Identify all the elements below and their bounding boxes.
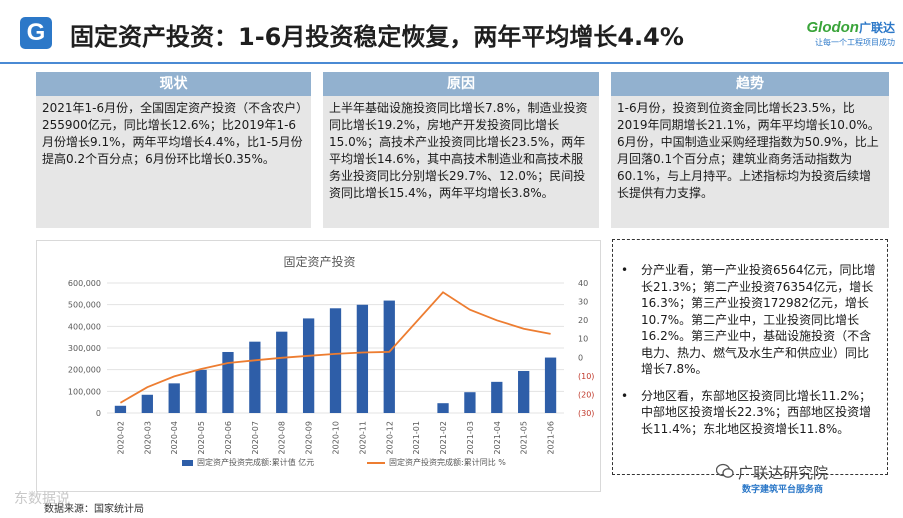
data-source: 数据来源：国家统计局 bbox=[44, 504, 144, 515]
bar bbox=[276, 331, 288, 413]
wechat-icon bbox=[716, 463, 734, 478]
y-right-tick-label: (10) bbox=[578, 372, 594, 381]
x-tick-label: 2020-04 bbox=[170, 421, 179, 454]
glodon-logo-icon: G bbox=[20, 17, 52, 49]
y-left-tick-label: 600,000 bbox=[68, 279, 101, 288]
y-right-tick-label: 10 bbox=[578, 335, 588, 344]
legend-line-label: 固定资产投资完成额:累计同比 % bbox=[389, 458, 506, 467]
watermark-sub: 数字建筑平台服务商 bbox=[742, 485, 824, 495]
bar bbox=[114, 405, 127, 413]
y-left-tick-label: 200,000 bbox=[68, 366, 101, 375]
detail-box: • 分产业看，第一产业投资6564亿元，同比增长21.3%；第二产业投资76354… bbox=[612, 239, 888, 475]
bullet-industry: • 分产业看，第一产业投资6564亿元，同比增长21.3%；第二产业投资76354… bbox=[621, 262, 877, 378]
legend-bar-swatch bbox=[182, 459, 193, 466]
bar bbox=[168, 383, 180, 413]
line-series bbox=[119, 291, 551, 404]
page-title: 固定资产投资：1-6月投资稳定恢复，两年平均增长4.4% bbox=[70, 23, 684, 51]
bar bbox=[141, 394, 153, 413]
x-tick-label: 2021-06 bbox=[547, 421, 556, 454]
column-trend: 趋势 1-6月份，投资到位资金同比增长23.5%，比2019年同期增长21.1%… bbox=[611, 72, 889, 228]
y-left-tick-label: 500,000 bbox=[68, 301, 101, 310]
x-tick-label: 2020-06 bbox=[224, 421, 233, 454]
y-left-tick-label: 400,000 bbox=[68, 322, 101, 331]
chart-title: 固定资产投资 bbox=[283, 255, 356, 269]
y-right-tick-label: (30) bbox=[578, 409, 594, 418]
column-reason-title: 原因 bbox=[323, 72, 599, 96]
bullet-region: • 分地区看，东部地区投资同比增长11.2%；中部地区投资增长22.3%；西部地区… bbox=[621, 388, 877, 438]
bullet-region-text: 分地区看，东部地区投资同比增长11.2%；中部地区投资增长22.3%；西部地区投… bbox=[641, 388, 872, 436]
bullet-dot: • bbox=[621, 388, 629, 403]
x-tick-label: 2021-05 bbox=[520, 421, 529, 454]
watermark-main: 广联达研究院 bbox=[738, 464, 829, 482]
column-status-title: 现状 bbox=[36, 72, 311, 96]
y-right-tick-label: 30 bbox=[578, 298, 588, 307]
y-right-tick-label: 0 bbox=[578, 353, 583, 362]
column-trend-text: 1-6月份，投资到位资金同比增长23.5%，比2019年同期增长21.1%，两年… bbox=[611, 96, 889, 228]
bar bbox=[437, 403, 449, 413]
bar bbox=[518, 370, 530, 413]
y-right-tick-label: 40 bbox=[578, 279, 588, 288]
bar bbox=[383, 300, 395, 413]
bar bbox=[249, 341, 261, 413]
bar bbox=[356, 304, 369, 413]
x-tick-label: 2020-03 bbox=[143, 421, 152, 454]
bar bbox=[544, 357, 557, 413]
y-left-tick-label: 0 bbox=[96, 409, 101, 418]
x-tick-label: 2020-11 bbox=[358, 421, 367, 454]
header: G 固定资产投资：1-6月投资稳定恢复，两年平均增长4.4% Glodon广联达… bbox=[0, 0, 903, 62]
y-right-tick-label: (20) bbox=[578, 390, 594, 399]
x-tick-label: 2020-12 bbox=[385, 421, 394, 454]
chart-svg: 0 100,000 200,000 300,000 400,000 500,000 600,… bbox=[68, 279, 595, 454]
x-tick-label: 2020-08 bbox=[278, 421, 287, 454]
brand-slogan: 让每一个工程项目成功 bbox=[815, 38, 895, 47]
bar bbox=[195, 369, 207, 413]
bar bbox=[302, 318, 315, 413]
bar bbox=[491, 381, 503, 413]
column-status: 现状 2021年1-6月份，全国固定资产投资（不含农户）255900亿元，同比增… bbox=[36, 72, 311, 228]
x-tick-label: 2020-07 bbox=[251, 421, 260, 454]
y-left-tick-label: 100,000 bbox=[68, 387, 101, 396]
x-tick-label: 2020-05 bbox=[197, 421, 206, 454]
brand-name: Glodon广联达 bbox=[806, 19, 895, 36]
bar bbox=[464, 392, 476, 413]
bar bbox=[329, 308, 342, 413]
brand: Glodon广联达 让每一个工程项目成功 bbox=[806, 19, 895, 48]
x-tick-label: 2020-10 bbox=[332, 421, 341, 454]
column-status-text: 2021年1-6月份，全国固定资产投资（不含农户）255900亿元，同比增长12… bbox=[36, 96, 311, 228]
y-right-tick-label: 20 bbox=[578, 316, 588, 325]
bullet-dot: • bbox=[621, 263, 629, 277]
bullet-industry-text: 分产业看，第一产业投资6564亿元，同比增长21.3%；第二产业投资76354亿… bbox=[641, 263, 876, 376]
chart: 固定资产投资 0 100,000 200,000 300,000 400,000 500,… bbox=[36, 240, 601, 492]
column-reason: 原因 上半年基础设施投资同比增长7.8%，制造业投资同比增长19.2%，房地产开… bbox=[323, 72, 599, 228]
column-reason-text: 上半年基础设施投资同比增长7.8%，制造业投资同比增长19.2%，房地产开发投资… bbox=[323, 96, 599, 228]
column-trend-title: 趋势 bbox=[611, 72, 889, 96]
watermark-left: 东数据说 bbox=[14, 491, 70, 507]
x-tick-label: 2021-01 bbox=[412, 421, 421, 454]
bar bbox=[222, 351, 234, 413]
x-tick-label: 2020-09 bbox=[305, 421, 314, 454]
legend-item-bar: 固定资产投资完成额:累计值 亿元 bbox=[182, 457, 314, 468]
x-tick-label: 2021-03 bbox=[466, 421, 475, 454]
x-tick-label: 2020-02 bbox=[116, 421, 125, 454]
brand-cn: 广联达 bbox=[858, 21, 895, 35]
legend-item-line: 固定资产投资完成额:累计同比 % bbox=[367, 457, 506, 468]
x-tick-label: 2021-02 bbox=[439, 421, 448, 454]
y-left-tick-label: 300,000 bbox=[68, 344, 101, 353]
header-rule bbox=[0, 62, 903, 64]
legend-bar-label: 固定资产投资完成额:累计值 亿元 bbox=[197, 458, 315, 467]
legend-line-swatch bbox=[367, 461, 385, 464]
x-tick-label: 2021-04 bbox=[493, 421, 502, 454]
